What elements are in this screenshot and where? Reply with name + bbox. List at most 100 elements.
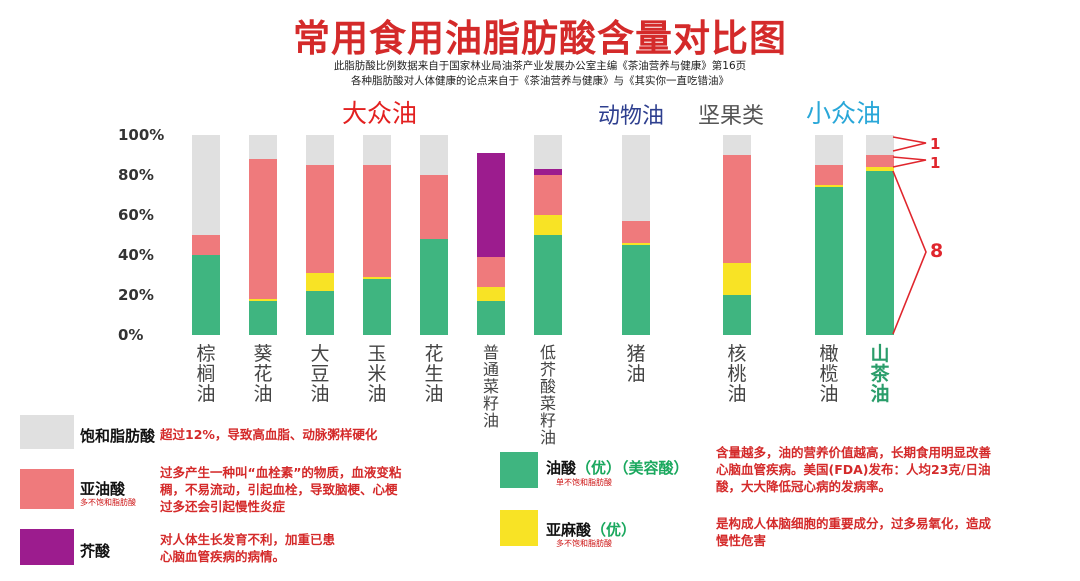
bar-segment-oleic xyxy=(622,245,650,335)
bar-segment-oleic xyxy=(534,235,562,335)
y-tick-0: 0% xyxy=(118,326,144,344)
bar-segment-saturated xyxy=(420,135,448,175)
annotation-bracket-saturated xyxy=(892,136,927,152)
annotation-bracket-oleic xyxy=(892,170,927,335)
bar-segment-oleic xyxy=(866,171,894,335)
legend-desc-oleic: 含量越多，油的营养价值越高，长期食用明显改善 心脑血管疾病。美国(FDA)发布：… xyxy=(716,444,991,495)
bar-segment-linolenic xyxy=(363,277,391,279)
legend-desc-oleic-line: 含量越多，油的营养价值越高，长期食用明显改善 xyxy=(716,445,992,460)
bar-segment-oleic xyxy=(192,255,220,335)
legend-desc-linolenic-line: 慢性危害 xyxy=(716,533,767,548)
legend-name-linolenic-row: 亚麻酸（优） xyxy=(546,519,636,540)
legend-desc-erucic-line: 心脑血管疾病的病情。 xyxy=(160,549,286,564)
annotation-ratio-8: 8 xyxy=(930,240,944,262)
x-tick-label: 猪油 xyxy=(626,343,646,385)
chart-title: 常用食用油脂肪酸含量对比图 xyxy=(293,17,787,60)
bar-segment-linolenic xyxy=(477,287,505,301)
bar-segment-linolenic xyxy=(622,243,650,245)
x-tick-label: 橄榄油 xyxy=(819,343,839,405)
y-tick-100: 100% xyxy=(118,126,165,144)
legend-name-linolenic: 亚麻酸 xyxy=(546,521,592,539)
bar-segment-saturated xyxy=(306,135,334,165)
subtitle-line-1: 此脂肪酸比例数据来自于国家林业局油茶产业发展办公室主编《茶油营养与健康》第16页 xyxy=(333,60,747,72)
legend-swatch-linolenic xyxy=(500,510,538,546)
legend-desc-linoleic: 过多产生一种叫“血栓素”的物质，血液变粘 稠，不易流动，引起血栓，导致脑梗、心梗… xyxy=(160,464,401,515)
legend-desc-erucic: 对人体生长发育不利，加重已患 心脑血管疾病的病情。 xyxy=(160,531,335,565)
annotation-ratio-1a: 1 xyxy=(930,135,941,153)
x-tick-label: 玉米油 xyxy=(367,343,387,405)
legend-desc-erucic-line: 对人体生长发育不利，加重已患 xyxy=(160,532,336,547)
bar-segment-erucic xyxy=(477,153,505,257)
bar-segment-linolenic xyxy=(306,273,334,291)
bar-segment-linoleic xyxy=(815,165,843,185)
legend-swatch-oleic xyxy=(500,452,538,488)
bar-segment-oleic xyxy=(363,279,391,335)
bar-segment-linolenic xyxy=(534,215,562,235)
y-tick-80: 80% xyxy=(118,166,154,184)
bar-segment-linoleic xyxy=(534,175,562,215)
legend-desc-oleic-line: 酸，大大降低冠心病的发病率。 xyxy=(716,479,892,494)
legend-desc-linoleic-line: 过多还会引起慢性炎症 xyxy=(160,499,286,514)
legend-name-erucic: 芥酸 xyxy=(80,542,111,560)
legend-name-saturated: 饱和脂肪酸 xyxy=(80,427,156,445)
x-tick-label: 棕榈油 xyxy=(196,343,216,405)
legend-desc-linolenic: 是构成人体脑细胞的重要成分，过多易氧化，造成 慢性危害 xyxy=(716,515,991,549)
x-tick-label: 大豆油 xyxy=(310,343,330,405)
group-label-animal-oil: 动物油 xyxy=(598,104,665,129)
bar-segment-saturated xyxy=(723,135,751,155)
bar-segment-linolenic xyxy=(723,263,751,295)
bar-segment-saturated xyxy=(534,135,562,169)
bar-segment-linoleic xyxy=(723,155,751,263)
legend-desc-linoleic-line: 稠，不易流动，引起血栓，导致脑梗、心梗 xyxy=(160,482,398,497)
legend-tag-oleic-good: （优） xyxy=(576,459,622,477)
legend-sub-linoleic: 多不饱和脂肪酸 xyxy=(80,498,136,507)
legend-name-linoleic: 亚油酸 xyxy=(80,480,126,498)
legend-swatch-saturated xyxy=(20,415,74,449)
bar-segment-erucic xyxy=(534,169,562,175)
x-tick-label: 普通菜籽油 xyxy=(482,343,499,430)
bar-segment-linoleic xyxy=(249,159,277,299)
legend-desc-oleic-line: 心脑血管疾病。美国(FDA)发布：人均23克/日油 xyxy=(716,462,991,477)
bar-segment-oleic xyxy=(420,239,448,335)
bar-segment-saturated xyxy=(622,135,650,221)
legend-sub-oleic: 单不饱和脂肪酸 xyxy=(556,478,612,487)
legend-desc-saturated: 超过12%，导致高血脂、动脉粥样硬化 xyxy=(160,427,378,442)
bar-segment-saturated xyxy=(866,135,894,155)
bar-segment-saturated xyxy=(192,135,220,235)
group-label-nuts: 坚果类 xyxy=(698,104,765,129)
bar-segment-oleic xyxy=(249,301,277,335)
bar-segment-oleic xyxy=(815,187,843,335)
bar-segment-oleic xyxy=(723,295,751,335)
x-tick-label: 花生油 xyxy=(424,343,444,405)
annotation-ratio-1b: 1 xyxy=(930,154,941,172)
bar-segment-linoleic xyxy=(477,257,505,287)
bar-segment-linolenic xyxy=(815,185,843,187)
x-tick-label: 葵花油 xyxy=(253,343,273,405)
legend-swatch-erucic xyxy=(20,529,74,565)
bar-segment-linolenic xyxy=(866,167,894,171)
group-label-mass-oils: 大众油 xyxy=(342,99,418,128)
legend-tag-oleic-beauty: （美容酸） xyxy=(621,459,689,477)
x-tick-label: 山茶油 xyxy=(870,343,890,405)
bar-segment-linoleic xyxy=(306,165,334,273)
legend-tag-linolenic-good: （优） xyxy=(591,521,637,539)
bar-segment-linoleic xyxy=(192,235,220,255)
bar-segment-linoleic xyxy=(866,155,894,167)
legend-name-oleic: 油酸 xyxy=(546,459,577,477)
legend-swatch-linoleic xyxy=(20,469,74,509)
bar-segment-saturated xyxy=(363,135,391,165)
bar-segment-oleic xyxy=(477,301,505,335)
bar-segment-saturated xyxy=(815,135,843,165)
legend-desc-linolenic-line: 是构成人体脑细胞的重要成分，过多易氧化，造成 xyxy=(716,516,992,531)
bar-segment-linoleic xyxy=(363,165,391,277)
y-tick-60: 60% xyxy=(118,206,154,224)
legend-sub-linolenic: 多不饱和脂肪酸 xyxy=(556,539,612,548)
group-label-niche-oils: 小众油 xyxy=(806,99,882,128)
legend-name-oleic-row: 油酸（优）（美容酸） xyxy=(546,457,689,478)
bar-segment-saturated xyxy=(249,135,277,159)
y-tick-40: 40% xyxy=(118,246,154,264)
bar-segment-oleic xyxy=(306,291,334,335)
legend-desc-linoleic-line: 过多产生一种叫“血栓素”的物质，血液变粘 xyxy=(160,465,402,480)
x-tick-label: 低芥酸菜籽油 xyxy=(539,343,556,447)
